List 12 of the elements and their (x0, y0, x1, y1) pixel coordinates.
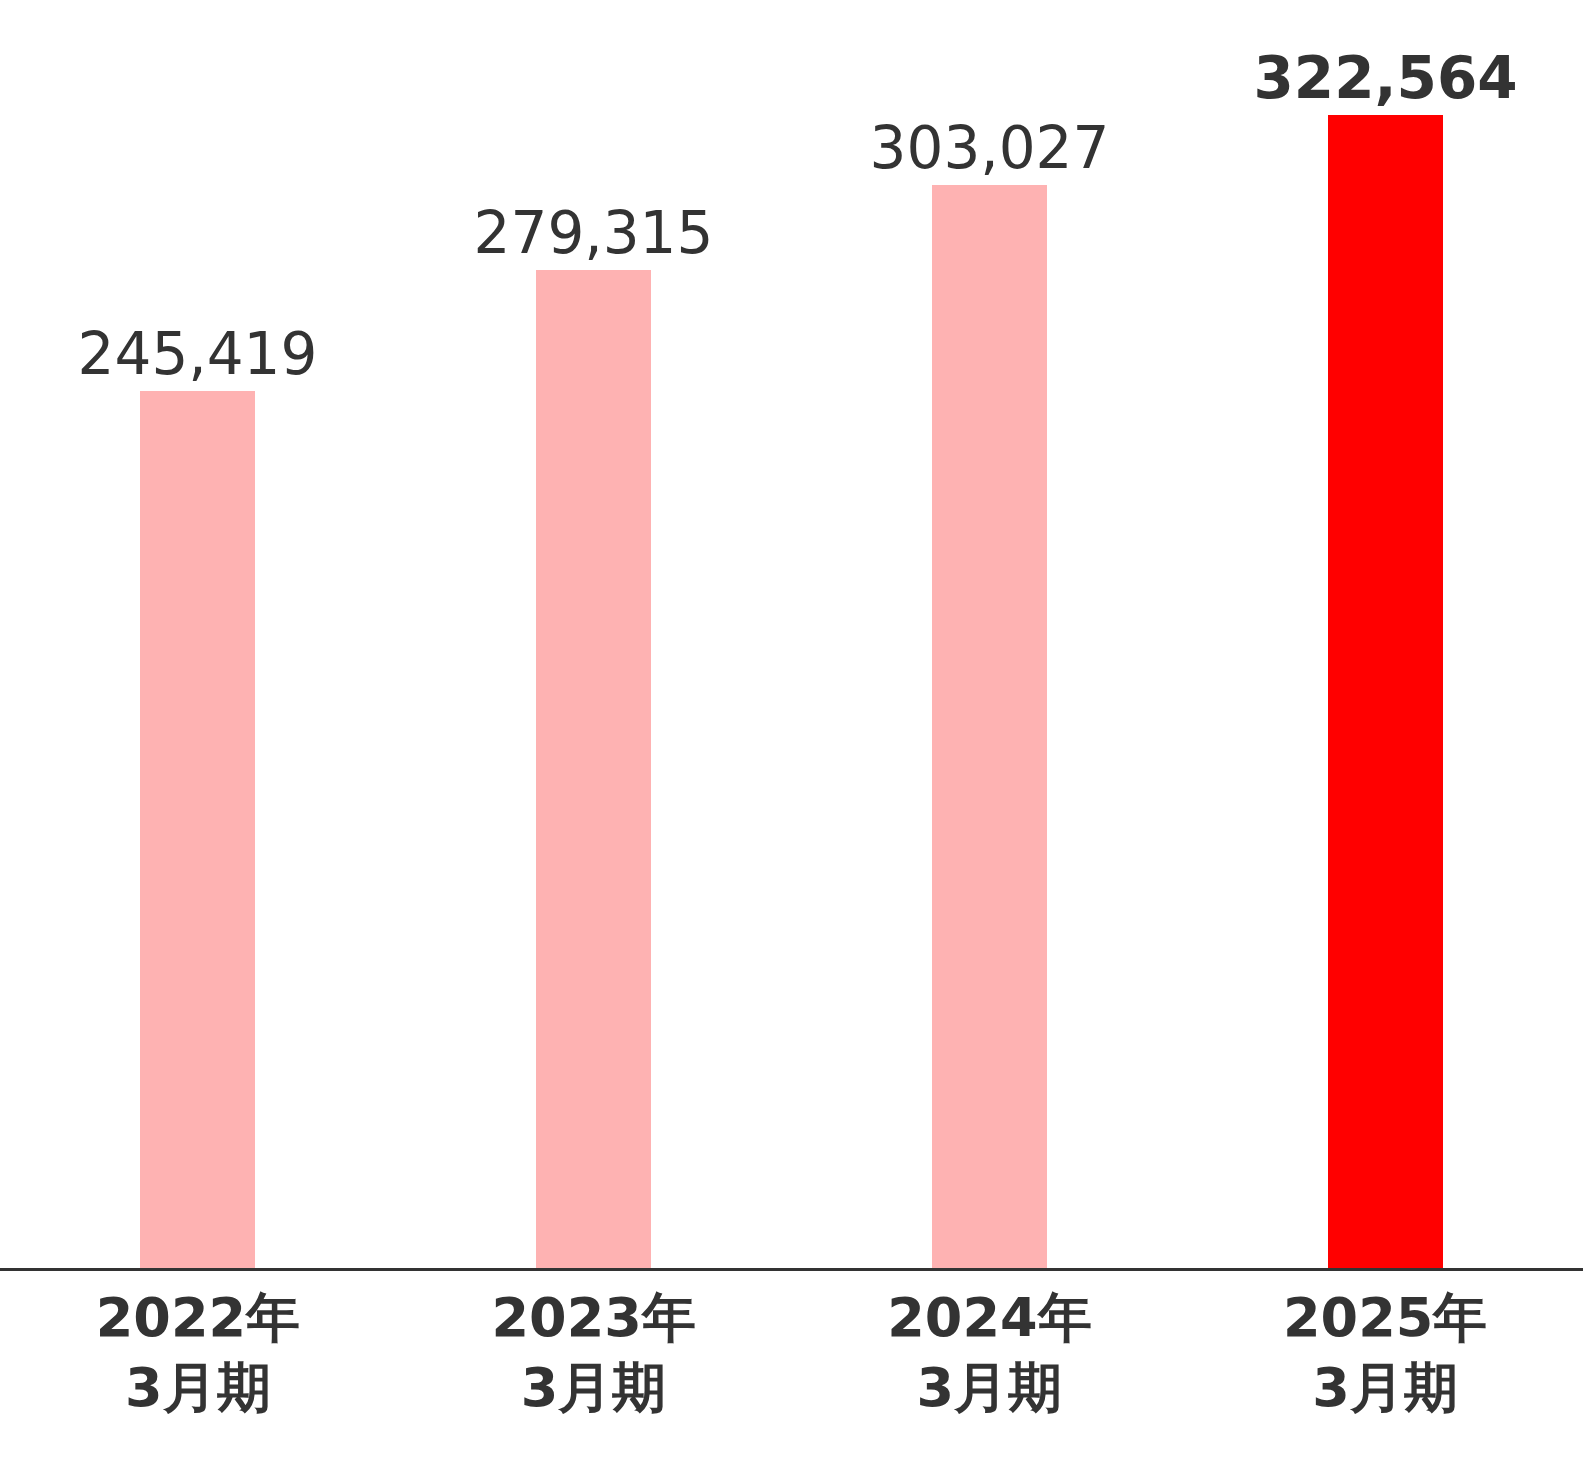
x-tick-label: 2024年 3月期 (887, 1285, 1092, 1419)
x-tick-label: 2022年 3月期 (95, 1285, 301, 1419)
data-label: 245,419 (77, 320, 318, 388)
x-tick-label: 2025年 3月期 (1282, 1285, 1488, 1419)
bar (1328, 115, 1443, 1268)
bar (536, 270, 651, 1268)
data-label: 322,564 (1253, 44, 1518, 112)
data-label: 279,315 (473, 199, 714, 267)
x-tick-label: 2023年 3月期 (491, 1285, 696, 1419)
bar (140, 391, 255, 1268)
bar (932, 185, 1047, 1268)
data-label: 303,027 (869, 114, 1110, 182)
